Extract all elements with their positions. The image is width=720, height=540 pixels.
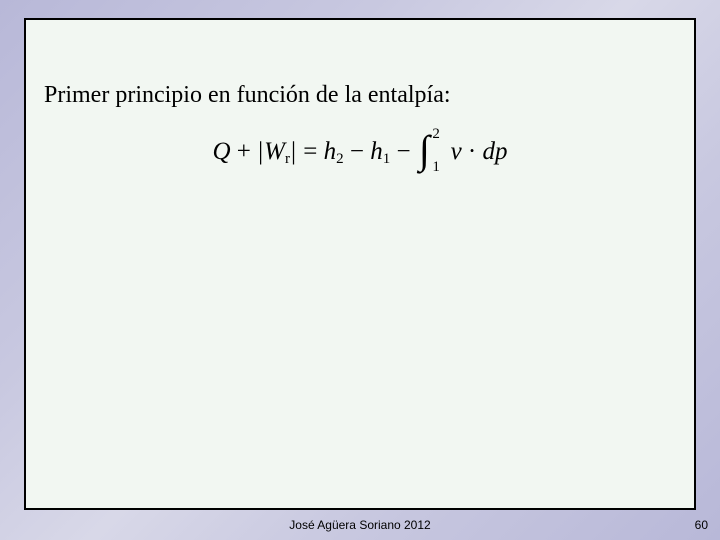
eq-plus: +	[237, 138, 251, 165]
eq-int-upper: 2	[432, 126, 440, 143]
eq-minus1: −	[350, 138, 364, 165]
eq-v: v	[451, 138, 462, 165]
equation: Q + |Wr| = h2 − h1 − 2 ∫ 1 v · dp	[26, 138, 694, 168]
eq-W: W	[264, 138, 285, 165]
slide-frame: Primer principio en función de la entalp…	[24, 18, 696, 510]
eq-int-lower: 1	[432, 159, 440, 176]
eq-absR: |	[290, 138, 297, 165]
eq-h1-h: h	[370, 138, 383, 165]
eq-minus2: −	[396, 138, 410, 165]
eq-equals: =	[303, 138, 317, 165]
eq-h1-sub: 1	[383, 151, 391, 167]
page-number: 60	[695, 518, 708, 532]
footer-credit: José Agüera Soriano 2012	[0, 518, 720, 532]
eq-h2-sub: 2	[336, 151, 344, 167]
eq-d: d	[483, 138, 496, 165]
eq-Q: Q	[212, 138, 230, 165]
eq-p: p	[495, 138, 508, 165]
eq-cdot: ·	[468, 138, 476, 165]
eq-h2-h: h	[324, 138, 337, 165]
slide-heading: Primer principio en función de la entalp…	[44, 82, 451, 109]
eq-integral: 2 ∫ 1	[419, 138, 430, 166]
integral-icon: ∫	[419, 127, 430, 172]
